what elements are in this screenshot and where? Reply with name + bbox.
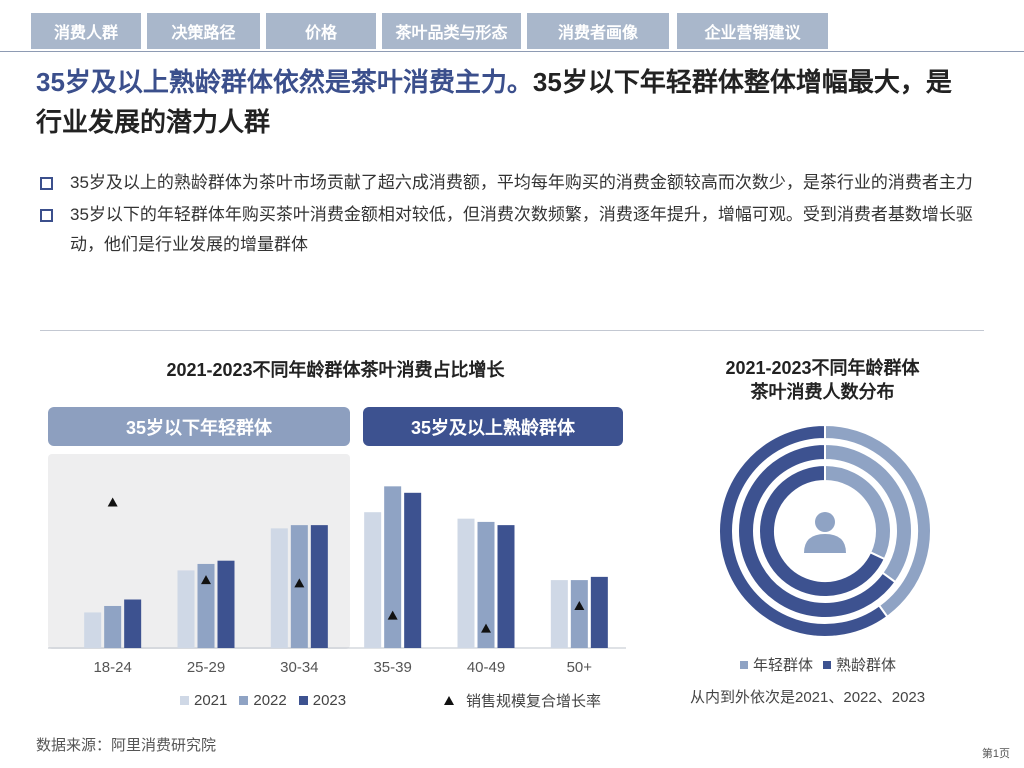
donut-slice-2022-young	[824, 442, 913, 584]
bar-2023-30-34	[310, 525, 328, 648]
bar-2021-30-34	[270, 528, 288, 648]
bar-2021-25-29	[177, 570, 195, 648]
page-title: 35岁及以上熟龄群体依然是茶叶消费主力。35岁以下年轻群体整体增幅最大，是行业发…	[36, 62, 966, 142]
bar-2022-18-24	[104, 605, 122, 648]
bar-2021-35-39	[364, 512, 382, 648]
bar-2023-50+	[590, 576, 608, 648]
section-divider	[40, 330, 984, 331]
legend-label: 2023	[312, 691, 347, 709]
page-number: 第1页	[981, 748, 1010, 760]
donut-title-line2: 茶叶消费人数分布	[750, 382, 895, 402]
x-tick-label: 25-29	[187, 659, 225, 676]
donut-slice-2022-mature	[737, 442, 897, 619]
bar-2023-25-29	[217, 560, 235, 648]
legend-item-mature: 熟龄群体	[823, 654, 896, 675]
donut-title-line1: 2021-2023不同年龄群体	[725, 358, 920, 378]
bar-2022-25-29	[197, 563, 215, 648]
donut-note: 从内到外依次是2021、2022、2023	[690, 689, 926, 706]
donut-slice-2023-mature	[718, 423, 889, 638]
donut-chart-title: 2021-2023不同年龄群体 茶叶消费人数分布	[690, 356, 955, 404]
legend-item-young: 年轻群体	[740, 654, 813, 675]
cagr-marker-18-24	[107, 497, 118, 507]
group-label-mature: 35岁及以上熟龄群体	[363, 407, 623, 446]
tab-consumer-profile[interactable]: 消费者画像	[527, 13, 669, 49]
legend-item-2022: 2022	[239, 691, 287, 709]
x-tick-label: 18-24	[93, 659, 131, 676]
donut-slice-2023-young	[824, 423, 932, 619]
bar-2023-18-24	[124, 599, 142, 648]
legend-item-2021: 2021	[180, 692, 227, 709]
bar-chart: 18-24 25-29 30-34 35-39 40-49 50+	[48, 486, 626, 676]
cagr-marker-25-29	[201, 575, 211, 585]
bar-2021-40-49	[457, 518, 475, 648]
legend-label: 年轻群体	[753, 657, 814, 674]
legend-label: 销售规模复合增长率	[466, 692, 602, 710]
bar-2023-35-39	[404, 492, 422, 648]
x-tick-label: 40-49	[467, 659, 505, 676]
bar-2022-40-49	[477, 521, 495, 648]
triangle-icon	[444, 695, 454, 705]
x-tick-label: 30-34	[280, 659, 318, 676]
legend-item-cagr: 销售规模复合增长率	[444, 690, 601, 710]
nav-divider	[0, 51, 1024, 52]
tab-price[interactable]: 价格	[266, 13, 376, 49]
x-tick-label: 50+	[567, 659, 593, 676]
x-tick-label: 35-39	[373, 659, 411, 676]
tab-decision-path[interactable]: 决策路径	[147, 13, 260, 49]
bar-chart-title: 2021-2023不同年龄群体茶叶消费占比增长	[166, 360, 505, 380]
bullet-item: 35岁以下的年轻群体年购买茶叶消费金额相对较低，但消费次数频繁，消费逐年提升，增…	[40, 200, 1000, 260]
bar-2021-18-24	[84, 612, 102, 648]
bullet-text: 35岁以下的年轻群体年购买茶叶消费金额相对较低，但消费次数频繁，消费逐年提升，增…	[70, 205, 973, 254]
bar-chart-legend: 2021 2022 2023	[180, 690, 358, 710]
tab-consumer-groups[interactable]: 消费人群	[31, 13, 141, 49]
user-icon	[815, 512, 835, 532]
legend-swatch	[740, 660, 748, 669]
cagr-marker-35-39	[387, 610, 398, 620]
legend-item-2023: 2023	[298, 691, 347, 709]
bullet-list: 35岁及以上的熟龄群体为茶叶市场贡献了超六成消费额，平均每年购买的消费金额较高而…	[40, 168, 1000, 262]
bullet-text: 35岁及以上的熟龄群体为茶叶市场贡献了超六成消费额，平均每年购买的消费金额较高而…	[70, 173, 973, 192]
data-source: 数据来源：阿里消费研究院	[36, 737, 217, 754]
cagr-marker-50+	[574, 600, 585, 610]
bar-2022-50+	[570, 580, 588, 648]
bar-2021-50+	[550, 580, 568, 648]
legend-swatch	[239, 695, 249, 705]
legend-label: 熟龄群体	[836, 657, 897, 674]
tab-marketing-advice[interactable]: 企业营销建议	[677, 13, 828, 49]
page-title-accent: 35岁及以上熟龄群体依然是茶叶消费主力。	[36, 67, 533, 97]
legend-label: 2022	[253, 691, 287, 709]
cagr-marker-40-49	[481, 623, 491, 633]
user-icon-body	[804, 534, 846, 553]
page-title-rest: 35岁以下年轻群体整体增幅最大，是行业发展的潜力人群	[36, 67, 952, 137]
donut-slice-2021-mature	[758, 463, 887, 598]
cagr-marker-30-34	[294, 578, 305, 588]
donut-slice-2021-young	[824, 463, 892, 561]
square-bullet-icon	[40, 209, 53, 222]
bullet-item: 35岁及以上的熟龄群体为茶叶市场贡献了超六成消费额，平均每年购买的消费金额较高而…	[40, 168, 1000, 198]
group-label-young: 35岁以下年轻群体	[48, 407, 350, 446]
legend-swatch	[180, 695, 189, 705]
legend-swatch	[298, 695, 308, 705]
legend-swatch	[823, 660, 832, 669]
donut-legend: 年轻群体 熟龄群体	[740, 654, 906, 675]
tab-tea-categories[interactable]: 茶叶品类与形态	[382, 13, 521, 49]
bar-2023-40-49	[497, 525, 515, 648]
square-bullet-icon	[40, 177, 53, 190]
legend-label: 2021	[194, 691, 228, 709]
bar-2022-35-39	[384, 486, 402, 648]
